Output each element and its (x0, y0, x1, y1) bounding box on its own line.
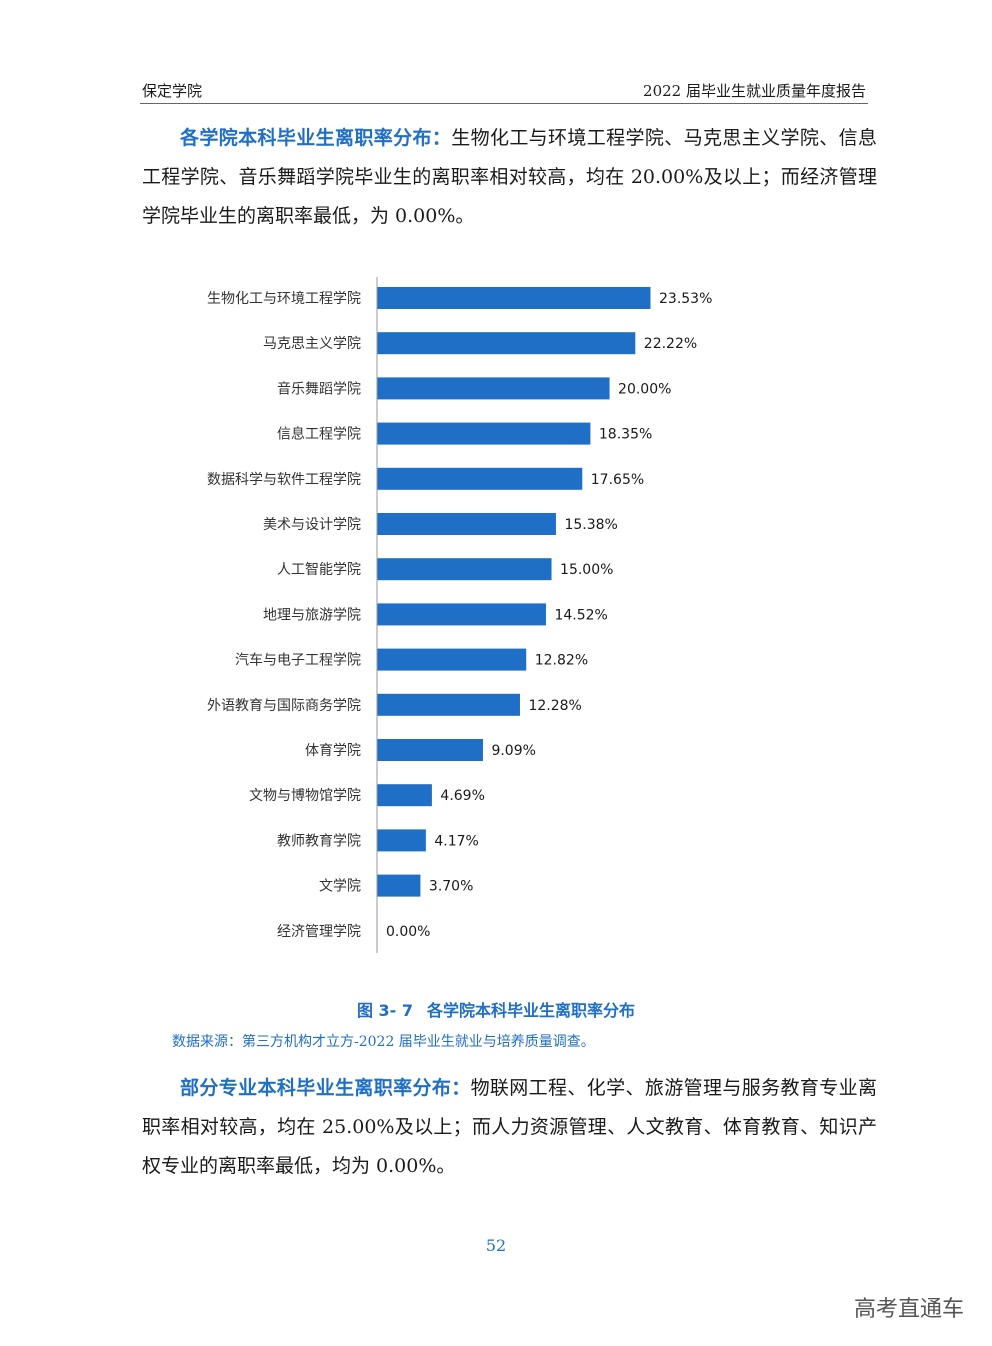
value-label: 4.17% (434, 833, 478, 849)
figure-title: 各学院本科毕业生离职率分布 (427, 1001, 636, 1020)
bar (377, 513, 556, 535)
category-label: 文物与博物馆学院 (249, 787, 361, 804)
value-label: 22.22% (644, 336, 697, 352)
value-label: 14.52% (554, 607, 607, 623)
category-label: 汽车与电子工程学院 (235, 652, 361, 669)
bar (377, 377, 610, 400)
value-label: 15.38% (564, 517, 617, 533)
bar (377, 784, 432, 807)
category-label: 音乐舞蹈学院 (277, 380, 361, 397)
category-label: 外语教育与国际商务学院 (207, 698, 361, 714)
bar (377, 467, 583, 490)
bar (377, 739, 483, 761)
category-label: 教师教育学院 (277, 833, 361, 849)
value-label: 23.53% (659, 291, 712, 307)
value-label: 4.69% (440, 788, 484, 804)
bar-chart: 生物化工与环境工程学院 23.53% 马克思主义学院 22.22% 音乐舞蹈学院 20.0… (207, 277, 712, 953)
category-label: 文学院 (319, 879, 361, 895)
figure-number: 图 3- 7 (356, 1001, 414, 1020)
paragraph-major-turnover: 部分专业本科毕业生离职率分布：物联网工程、化学、旅游管理与服务教育专业离职率相对… (142, 1069, 877, 1186)
bar (377, 422, 591, 445)
category-label: 信息工程学院 (277, 426, 361, 443)
bar (377, 829, 426, 852)
category-label: 美术与设计学院 (263, 517, 361, 533)
header-institution: 保定学院 (142, 82, 203, 100)
bar (377, 693, 520, 716)
category-label: 人工智能学院 (277, 562, 361, 578)
category-label: 数据科学与软件工程学院 (207, 472, 361, 488)
value-label: 15.00% (560, 562, 613, 578)
bar (377, 332, 636, 355)
bar (377, 648, 527, 671)
data-source-note: 数据来源：第三方机构才立方-2022 届毕业生就业与培养质量调查。 (172, 1034, 595, 1050)
bar (377, 603, 546, 626)
paragraph-college-turnover: 各学院本科毕业生离职率分布：生物化工与环境工程学院、马克思主义学院、信息工程学院… (142, 119, 877, 236)
bar (377, 558, 552, 581)
category-label: 马克思主义学院 (263, 336, 361, 352)
value-label: 12.28% (528, 698, 581, 714)
value-label: 12.82% (535, 653, 588, 669)
category-label: 经济管理学院 (277, 924, 361, 940)
paragraph-lead: 各学院本科毕业生离职率分布： (180, 127, 452, 149)
page-number: 52 (485, 1236, 507, 1255)
value-label: 9.09% (491, 743, 535, 759)
paragraph-body: 生物化工与环境工程学院、马克思主义学院、信息工程学院、音乐舞蹈学院毕业生的离职率… (142, 127, 877, 227)
value-label: 0.00% (386, 924, 430, 940)
value-label: 3.70% (429, 879, 473, 895)
paragraph-body: 物联网工程、化学、旅游管理与服务教育专业离职率相对较高，均在 25.00%及以上… (142, 1077, 877, 1177)
paragraph-lead: 部分专业本科毕业生离职率分布： (180, 1077, 471, 1099)
category-label: 体育学院 (305, 743, 361, 759)
figure-caption: 图 3- 7 各学院本科毕业生离职率分布 (0, 997, 992, 1021)
category-label: 生物化工与环境工程学院 (207, 291, 361, 307)
bar (377, 874, 421, 897)
value-label: 17.65% (591, 472, 644, 488)
value-label: 20.00% (618, 381, 671, 397)
bar (377, 287, 651, 309)
value-label: 18.35% (599, 427, 652, 443)
category-label: 地理与旅游学院 (263, 607, 361, 623)
header-divider (140, 103, 868, 104)
watermark: 高考直通车 (853, 1297, 964, 1322)
header-report-title: 2022 届毕业生就业质量年度报告 (643, 82, 866, 100)
